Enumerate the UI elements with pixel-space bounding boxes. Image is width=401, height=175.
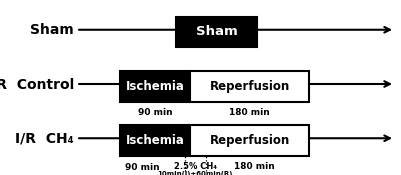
Text: Ischemia: Ischemia bbox=[126, 134, 185, 147]
Text: Reperfusion: Reperfusion bbox=[209, 134, 290, 147]
Text: 90 min: 90 min bbox=[138, 108, 173, 117]
Text: 90 min: 90 min bbox=[125, 163, 160, 172]
Bar bbox=[190, 71, 309, 101]
Text: I/R  Control: I/R Control bbox=[0, 77, 74, 91]
Text: Ischemia: Ischemia bbox=[126, 80, 185, 93]
Bar bbox=[176, 17, 257, 47]
Text: 180 min: 180 min bbox=[229, 108, 270, 117]
Text: Sham: Sham bbox=[196, 25, 237, 38]
Text: Reperfusion: Reperfusion bbox=[209, 80, 290, 93]
Text: 10min(I)+60min(R): 10min(I)+60min(R) bbox=[158, 171, 233, 175]
Text: I/R  CH₄: I/R CH₄ bbox=[15, 131, 74, 145]
Text: 2.5% CH₄: 2.5% CH₄ bbox=[174, 162, 217, 171]
Bar bbox=[120, 71, 190, 101]
Text: 180 min: 180 min bbox=[234, 162, 275, 171]
Bar bbox=[190, 125, 309, 156]
Bar bbox=[120, 125, 190, 156]
Text: Sham: Sham bbox=[30, 23, 74, 37]
